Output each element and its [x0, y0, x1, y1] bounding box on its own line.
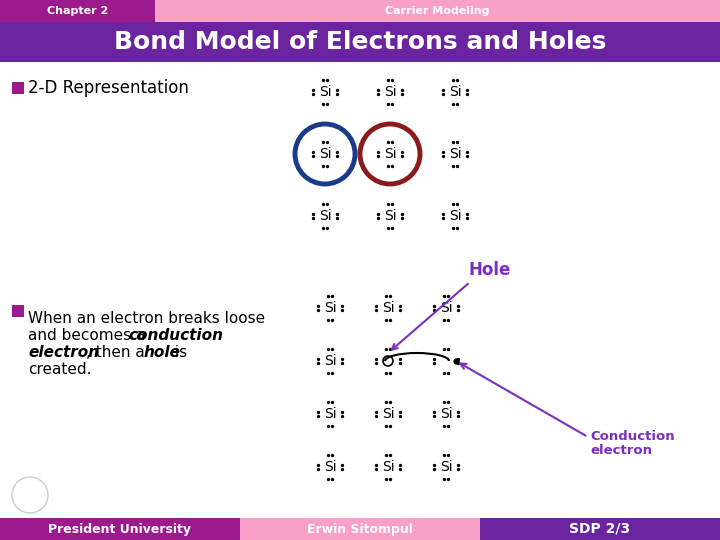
- Text: Si: Si: [384, 85, 396, 99]
- Bar: [0, 0, 155, 22]
- Text: Chapter 2: Chapter 2: [47, 6, 108, 16]
- Text: Si: Si: [382, 301, 395, 315]
- Text: Si: Si: [449, 147, 462, 161]
- Text: 2-D Representation: 2-D Representation: [28, 79, 189, 97]
- Text: Si: Si: [382, 460, 395, 474]
- Text: , then a: , then a: [86, 345, 150, 360]
- Text: created.: created.: [28, 362, 91, 377]
- Text: Erwin Sitompul: Erwin Sitompul: [307, 523, 413, 536]
- Text: Si: Si: [319, 209, 331, 223]
- Text: Si: Si: [324, 301, 336, 315]
- Text: and becomes a: and becomes a: [28, 328, 150, 343]
- Text: Si: Si: [324, 460, 336, 474]
- Text: Si: Si: [324, 407, 336, 421]
- Text: Si: Si: [449, 85, 462, 99]
- Text: Carrier Modeling: Carrier Modeling: [385, 6, 490, 16]
- Text: Si: Si: [384, 147, 396, 161]
- Text: Conduction: Conduction: [590, 430, 675, 443]
- Text: Si: Si: [440, 460, 452, 474]
- Text: Si: Si: [440, 301, 452, 315]
- Text: SDP 2/3: SDP 2/3: [570, 522, 631, 536]
- Text: Si: Si: [319, 85, 331, 99]
- Text: Si: Si: [319, 147, 331, 161]
- Text: conduction: conduction: [128, 328, 223, 343]
- Text: is: is: [170, 345, 187, 360]
- Text: Si: Si: [324, 354, 336, 368]
- Text: electron: electron: [28, 345, 99, 360]
- Bar: [12, 82, 24, 94]
- Text: Hole: Hole: [469, 261, 511, 279]
- Bar: [0, 518, 240, 540]
- Text: hole: hole: [144, 345, 181, 360]
- Text: Si: Si: [449, 209, 462, 223]
- Bar: [240, 518, 480, 540]
- Text: Si: Si: [382, 407, 395, 421]
- Bar: [480, 518, 720, 540]
- Text: President University: President University: [48, 523, 192, 536]
- Text: Si: Si: [440, 407, 452, 421]
- Bar: [0, 22, 720, 62]
- Text: Bond Model of Electrons and Holes: Bond Model of Electrons and Holes: [114, 30, 606, 54]
- Text: electron: electron: [590, 444, 652, 457]
- Bar: [12, 305, 24, 317]
- Text: When an electron breaks loose: When an electron breaks loose: [28, 311, 265, 326]
- Text: Si: Si: [384, 209, 396, 223]
- Bar: [155, 0, 720, 22]
